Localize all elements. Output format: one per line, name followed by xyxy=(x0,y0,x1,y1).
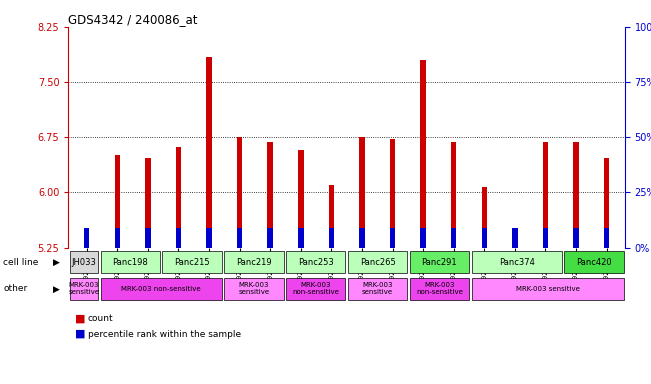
Bar xyxy=(329,185,334,248)
Bar xyxy=(84,228,89,248)
Bar xyxy=(115,155,120,248)
Bar xyxy=(390,228,395,248)
Bar xyxy=(84,238,89,248)
Bar xyxy=(348,251,408,273)
Bar xyxy=(543,142,548,248)
Text: Panc253: Panc253 xyxy=(298,258,333,266)
Text: count: count xyxy=(88,314,113,323)
Text: MRK-003
sensitive: MRK-003 sensitive xyxy=(68,283,100,295)
Text: JH033: JH033 xyxy=(72,258,96,266)
Text: Panc219: Panc219 xyxy=(236,258,271,266)
Bar xyxy=(451,142,456,248)
Bar xyxy=(471,251,562,273)
Text: MRK-003
non-sensitive: MRK-003 non-sensitive xyxy=(292,283,339,295)
Text: MRK-003 sensitive: MRK-003 sensitive xyxy=(516,286,579,292)
Bar xyxy=(100,251,160,273)
Bar xyxy=(268,228,273,248)
Bar xyxy=(421,228,426,248)
Bar xyxy=(224,278,284,300)
Bar xyxy=(451,228,456,248)
Bar xyxy=(70,278,98,300)
Bar xyxy=(224,251,284,273)
Text: MRK-003
non-sensitive: MRK-003 non-sensitive xyxy=(416,283,463,295)
Text: Panc215: Panc215 xyxy=(174,258,210,266)
Bar xyxy=(574,228,579,248)
Bar xyxy=(268,142,273,248)
Text: MRK-003 non-sensitive: MRK-003 non-sensitive xyxy=(121,286,201,292)
Text: ■: ■ xyxy=(75,329,85,339)
Text: cell line: cell line xyxy=(3,258,38,266)
Bar xyxy=(471,278,624,300)
Text: Panc198: Panc198 xyxy=(113,258,148,266)
Text: percentile rank within the sample: percentile rank within the sample xyxy=(88,329,241,339)
Bar xyxy=(409,278,469,300)
Bar xyxy=(206,228,212,248)
Bar xyxy=(390,139,395,248)
Bar xyxy=(512,228,518,248)
Bar xyxy=(359,228,365,248)
Text: GDS4342 / 240086_at: GDS4342 / 240086_at xyxy=(68,13,198,26)
Bar xyxy=(543,228,548,248)
Bar xyxy=(359,137,365,248)
Bar xyxy=(206,57,212,248)
Bar xyxy=(298,228,303,248)
Bar xyxy=(348,278,408,300)
Bar xyxy=(421,60,426,248)
Text: MRK-003
sensitive: MRK-003 sensitive xyxy=(238,283,270,295)
Bar xyxy=(482,228,487,248)
Bar xyxy=(409,251,469,273)
Text: Panc265: Panc265 xyxy=(360,258,395,266)
Bar xyxy=(237,137,242,248)
Bar xyxy=(145,158,150,248)
Bar xyxy=(604,228,609,248)
Text: other: other xyxy=(3,285,27,293)
Bar xyxy=(162,251,222,273)
Text: Panc420: Panc420 xyxy=(576,258,612,266)
Bar xyxy=(176,147,181,248)
Bar xyxy=(176,228,181,248)
Bar xyxy=(564,251,624,273)
Bar xyxy=(286,251,346,273)
Text: ▶: ▶ xyxy=(53,285,60,293)
Text: Panc374: Panc374 xyxy=(499,258,534,266)
Bar xyxy=(237,228,242,248)
Bar xyxy=(286,278,346,300)
Text: Panc291: Panc291 xyxy=(422,258,457,266)
Bar xyxy=(604,158,609,248)
Text: ▶: ▶ xyxy=(53,258,60,266)
Bar xyxy=(115,228,120,248)
Bar xyxy=(70,251,98,273)
Bar xyxy=(100,278,222,300)
Text: MRK-003
sensitive: MRK-003 sensitive xyxy=(362,283,393,295)
Bar xyxy=(298,150,303,248)
Bar xyxy=(574,142,579,248)
Bar xyxy=(145,228,150,248)
Bar xyxy=(482,187,487,248)
Text: ■: ■ xyxy=(75,314,85,324)
Bar xyxy=(329,228,334,248)
